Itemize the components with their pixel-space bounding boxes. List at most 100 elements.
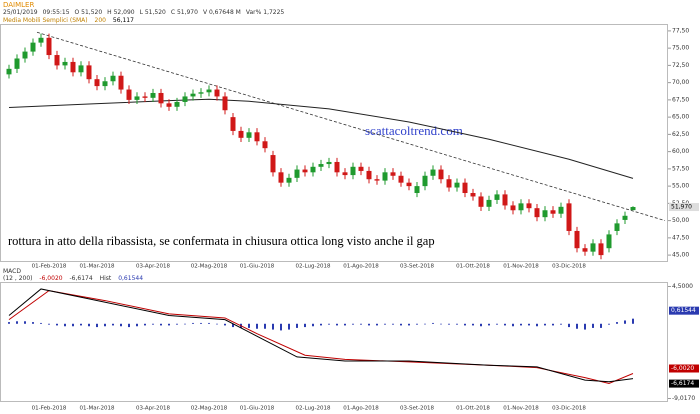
hist-bar: [192, 322, 194, 324]
hist-bar: [136, 323, 138, 327]
x-tick-label: 03-Set-2018: [400, 264, 434, 270]
hist-bar: [88, 323, 90, 327]
candle-body: [518, 203, 524, 211]
hist-bar: [208, 322, 210, 324]
hist-bar: [144, 323, 146, 326]
candle-body: [478, 196, 484, 207]
info-item: L 51,520: [139, 9, 166, 16]
y-tick-label: 47,50: [672, 234, 689, 241]
candle-body: [502, 194, 508, 206]
hist-bar: [608, 323, 610, 325]
hist-bar: [184, 323, 186, 325]
hist-bar: [480, 323, 482, 327]
candle-body: [542, 210, 548, 218]
candle-body: [582, 248, 588, 252]
hist-bar: [584, 323, 586, 330]
sma-period: 200: [94, 17, 106, 24]
candle-body: [198, 92, 204, 94]
line: [36, 31, 666, 221]
hist-bar: [552, 323, 554, 326]
candle-body: [62, 61, 68, 66]
y-tick-label: 57,50: [672, 165, 689, 172]
hist-bar: [432, 322, 434, 324]
line: [8, 288, 634, 383]
line: [8, 290, 634, 384]
candle-body: [102, 81, 108, 87]
info-item: O 51,520: [74, 9, 103, 16]
candle-body: [598, 243, 604, 256]
y-tick-label: 55,00: [672, 183, 689, 190]
x-tick-label: 03-Apr-2018: [136, 264, 171, 270]
hist-bar: [104, 323, 106, 327]
candle-body: [510, 205, 516, 211]
y-tick-label: 4,5000: [672, 283, 693, 290]
candle-body: [622, 215, 628, 220]
price-marker: 51,970: [671, 204, 692, 211]
candle-body: [534, 208, 540, 218]
candle-body: [142, 96, 148, 98]
x-tick-label: 02-Mag-2018: [191, 406, 228, 412]
x-tick-label: 01-Ott-2018: [456, 406, 490, 412]
watermark: scattacoltrend.com: [365, 123, 463, 138]
candle-body: [406, 182, 412, 187]
hist-bar: [560, 323, 562, 325]
hist-bar: [312, 323, 314, 327]
x-tick-label: 01-Ago-2018: [343, 264, 379, 270]
info-item: Var% 1,7225: [245, 9, 285, 16]
candle-body: [422, 175, 428, 187]
hist-bar: [8, 322, 10, 324]
x-tick-label: 01-Nov-2018: [503, 406, 539, 412]
x-tick-label: 03-Set-2018: [400, 406, 434, 412]
hist-value: 0,61544: [118, 275, 144, 282]
y-tick-label: 72,50: [672, 62, 689, 69]
hist-bar: [64, 323, 66, 327]
candle-body: [294, 169, 300, 178]
hist-bar: [16, 321, 18, 324]
x-tick-label: 01-Feb-2018: [32, 406, 67, 412]
sma-name: Media Mobili Semplici (SMA): [3, 17, 88, 24]
info-item: 09:55:15: [42, 9, 70, 16]
macd-param: (12 , 200): [3, 275, 33, 282]
y-tick-label: 50,00: [672, 217, 689, 224]
hist-bar: [408, 323, 410, 326]
hist-bar: [32, 322, 34, 324]
candle-body: [574, 230, 580, 249]
candle-body: [278, 172, 284, 183]
hist-bar: [336, 323, 338, 326]
hist-bar: [512, 323, 514, 327]
hist-bar: [496, 323, 498, 325]
hist-bar: [352, 323, 354, 325]
hist-bar: [200, 322, 202, 324]
info-item: H 52,090: [107, 9, 135, 16]
candle-body: [238, 130, 244, 138]
candle-body: [614, 223, 620, 231]
series-marker: -6,0020: [671, 365, 694, 372]
candle-body: [342, 172, 348, 176]
candle-body: [78, 65, 84, 73]
hist-bar: [576, 323, 578, 329]
candle-body: [398, 175, 404, 183]
hist-bar: [472, 323, 474, 326]
hist-bar: [632, 318, 634, 324]
hist-bar: [376, 323, 378, 326]
y-tick-label: 65,00: [672, 114, 689, 121]
signal-value: -6,6174: [69, 275, 93, 282]
y-tick-label: 77,50: [672, 27, 689, 34]
candle-body: [366, 170, 372, 180]
hist-bar: [48, 323, 50, 325]
hist-bar: [624, 320, 626, 324]
candle-body: [446, 179, 452, 188]
hist-bar: [248, 323, 250, 328]
x-tick-label: 03-Dic-2018: [552, 264, 586, 270]
series-marker-box: [669, 364, 699, 373]
hist-bar: [424, 323, 426, 325]
hist-bar: [24, 321, 26, 324]
annotation: rottura in atto della ribassista, se con…: [8, 234, 435, 248]
symbol: DAIMLER: [3, 1, 35, 9]
y-tick-label: 60,00: [672, 148, 689, 155]
hist-bar: [232, 323, 234, 328]
candle-body: [246, 132, 252, 138]
hist-bar: [216, 323, 218, 325]
hist-bar: [56, 323, 58, 326]
